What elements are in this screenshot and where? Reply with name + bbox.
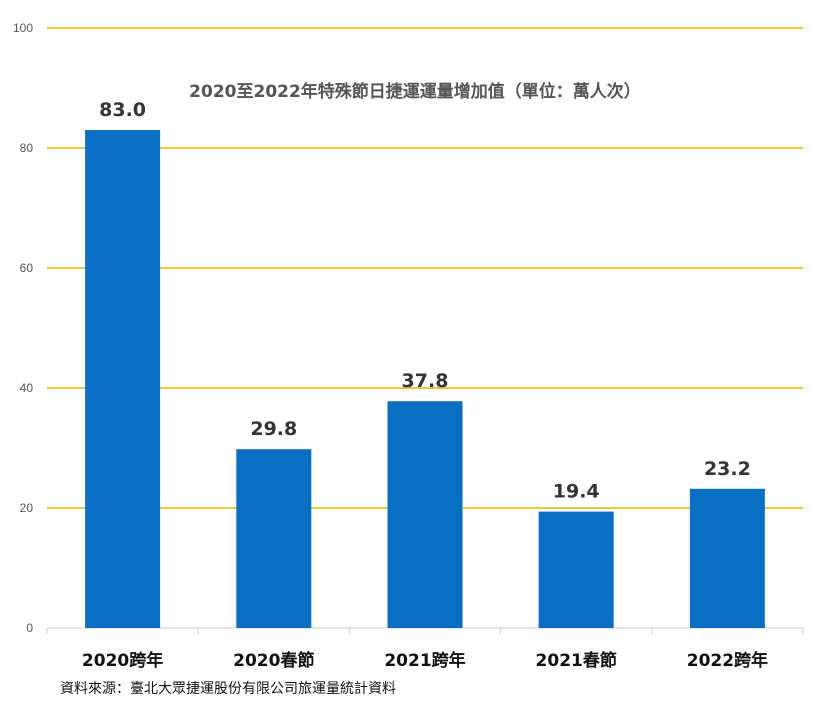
data-labels: 83.0 29.8 37.8 19.4 23.2 xyxy=(99,99,751,503)
x-tick-label: 2021春節 xyxy=(536,650,617,671)
bar xyxy=(689,488,765,628)
bar xyxy=(236,449,312,628)
x-tick-label: 2020跨年 xyxy=(82,650,163,671)
bar xyxy=(538,511,614,628)
gridlines xyxy=(46,27,804,634)
data-label: 37.8 xyxy=(402,370,449,392)
bar xyxy=(387,401,463,628)
y-tick-label: 60 xyxy=(20,261,34,275)
y-tick-label: 80 xyxy=(20,141,34,155)
x-tick-label: 2022跨年 xyxy=(687,650,768,671)
y-tick-label: 20 xyxy=(20,501,34,515)
x-axis-labels: 2020跨年 2020春節 2021跨年 2021春節 2022跨年 xyxy=(82,650,768,671)
y-tick-label: 40 xyxy=(20,381,34,395)
data-label: 83.0 xyxy=(99,99,146,121)
y-axis-ticks: 0 20 40 60 80 100 xyxy=(13,21,33,635)
y-tick-label: 100 xyxy=(13,21,33,35)
data-label: 19.4 xyxy=(553,481,600,503)
data-label: 23.2 xyxy=(704,458,751,480)
data-label: 29.8 xyxy=(250,418,297,440)
x-tick-label: 2020春節 xyxy=(233,650,314,671)
bar xyxy=(85,130,161,628)
y-tick-label: 0 xyxy=(26,621,33,635)
bars xyxy=(85,130,765,628)
x-tick-label: 2021跨年 xyxy=(384,650,465,671)
chart-title: 2020至2022年特殊節日捷運運量增加值（單位：萬人次） xyxy=(189,81,641,102)
source-note: 資料來源：臺北大眾捷運股份有限公司旅運量統計資料 xyxy=(60,681,396,697)
